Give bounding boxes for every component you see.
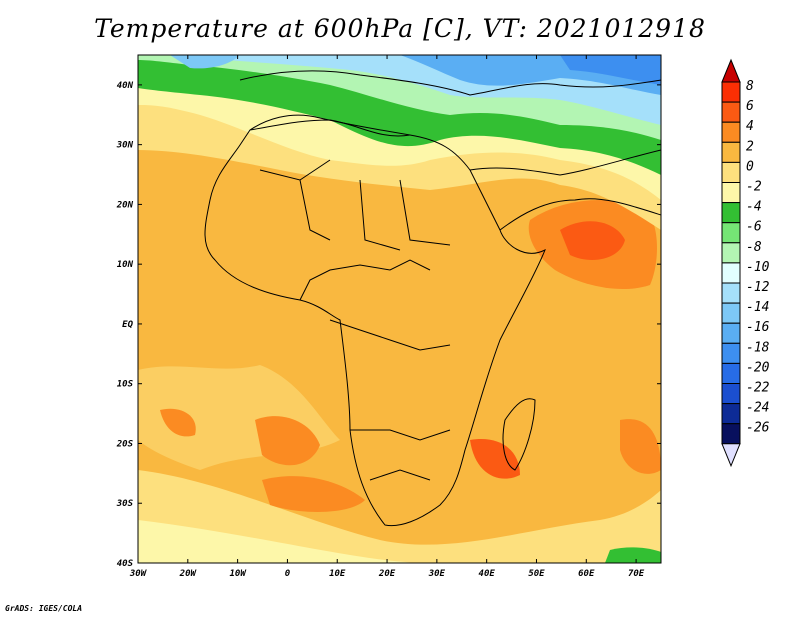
colorbar-swatch <box>721 161 741 183</box>
colorbar-label: -6 <box>746 220 762 235</box>
field-south-coolest <box>138 520 420 563</box>
colorbar-swatch <box>721 342 741 364</box>
colorbar-swatch <box>721 202 741 224</box>
lon-tick-label: 30E <box>428 569 446 579</box>
colorbar-swatch <box>721 81 741 103</box>
lat-tick-label: EQ <box>122 320 133 330</box>
field-madagascar-hot <box>470 439 520 479</box>
lon-tick-label: 50E <box>528 569 545 579</box>
arabia-south-coast <box>499 198 661 231</box>
colorbar-label: -24 <box>746 401 769 416</box>
colorbar-label: -16 <box>746 320 770 335</box>
plot-frame <box>137 54 662 564</box>
lon-tick-label: 40E <box>479 569 496 579</box>
sahel-borders <box>259 159 451 251</box>
colorbar-swatch <box>721 182 741 204</box>
mediterranean-coast <box>249 119 411 137</box>
colorbar-label: -4 <box>746 200 762 215</box>
lon-tick-label: 20E <box>378 569 396 579</box>
colorbar-top-arrow <box>721 58 741 83</box>
colorbar-label: 6 <box>746 99 754 114</box>
colorbar-label: -26 <box>746 421 770 436</box>
colorbar-label: 8 <box>746 79 754 94</box>
lon-tick-label: 20W <box>179 569 198 579</box>
colorbar-swatch <box>721 222 741 244</box>
colorbar-swatch <box>721 302 741 324</box>
field-ne-blue <box>560 55 661 85</box>
colorbar-swatch <box>721 262 741 284</box>
lat-tick-label: 20N <box>116 200 134 210</box>
colorbar-label: -14 <box>746 300 769 315</box>
coastlines <box>204 70 661 527</box>
arabia-coastline <box>469 149 661 176</box>
lon-tick-label: 70E <box>628 569 645 579</box>
country-borders <box>299 259 451 481</box>
lon-tick-label: 60E <box>578 569 595 579</box>
colorbar-swatch <box>721 403 741 425</box>
colorbar-swatch <box>721 322 741 344</box>
colorbar-swatch <box>721 101 741 123</box>
lat-tick-label: 10S <box>117 380 134 390</box>
colorbar-bottom-arrow <box>721 443 741 468</box>
madagascar-coastline <box>502 398 536 471</box>
africa-coastline <box>204 114 546 527</box>
colorbar-label: -12 <box>746 280 770 295</box>
colorbar-swatch <box>721 242 741 264</box>
lat-tick-label: 40S <box>117 559 134 569</box>
lon-tick-label: 30W <box>129 569 148 579</box>
colorbar-label: 2 <box>746 139 754 154</box>
field-arabia-hot <box>560 221 625 260</box>
credit-text: GrADS: IGES/COLA <box>5 604 83 613</box>
field-atlantic-warm <box>255 416 320 466</box>
colorbar-swatch <box>721 121 741 143</box>
colorbar-label: -8 <box>746 240 762 255</box>
lon-tick-label: 10E <box>329 569 346 579</box>
europe-coastline <box>239 70 661 96</box>
colorbar-label: -2 <box>746 180 762 195</box>
lat-tick-label: 40N <box>117 81 134 91</box>
colorbar-label: -10 <box>746 260 770 275</box>
lat-tick-label: 20S <box>116 439 134 449</box>
lon-tick-label: 10W <box>229 569 247 579</box>
colorbar-label: 0 <box>746 159 754 174</box>
field-south-cool <box>138 470 661 563</box>
lat-tick-label: 30N <box>116 141 134 151</box>
lon-tick-label: 0 <box>285 569 291 579</box>
colorbar: 8 6 4 2 0 -2 -4 -6 -8 -10 -12 -14 -16 -18 -20 -22 -24 -26 <box>721 58 770 468</box>
lat-tick-label: 30S <box>116 499 134 509</box>
longitude-axis: 30W 20W 10W 0 10E 20E 30E 40E 50E 60E 70E <box>129 55 645 579</box>
map-title: Temperature at 600hPa [C], VT: 202101291… <box>94 14 706 43</box>
field-indian-warm <box>620 419 661 474</box>
colorbar-swatch <box>721 423 741 445</box>
field-sw-africa-warm <box>262 476 365 512</box>
colorbar-label: -22 <box>746 381 770 396</box>
lat-tick-label: 10N <box>117 260 134 270</box>
field-south-green <box>605 547 661 563</box>
field-satl-warm <box>160 408 196 437</box>
colorbar-label: 4 <box>746 119 754 134</box>
temperature-field <box>138 55 661 563</box>
colorbar-swatch <box>721 141 741 163</box>
colorbar-label: -18 <box>746 340 770 355</box>
colorbar-swatch <box>721 383 741 405</box>
colorbar-swatch <box>721 362 741 384</box>
colorbar-swatch <box>721 282 741 304</box>
colorbar-label: -20 <box>746 360 770 375</box>
latitude-axis: 40N 30N 20N 10N EQ 10S 20S 30S 40S <box>116 81 661 569</box>
